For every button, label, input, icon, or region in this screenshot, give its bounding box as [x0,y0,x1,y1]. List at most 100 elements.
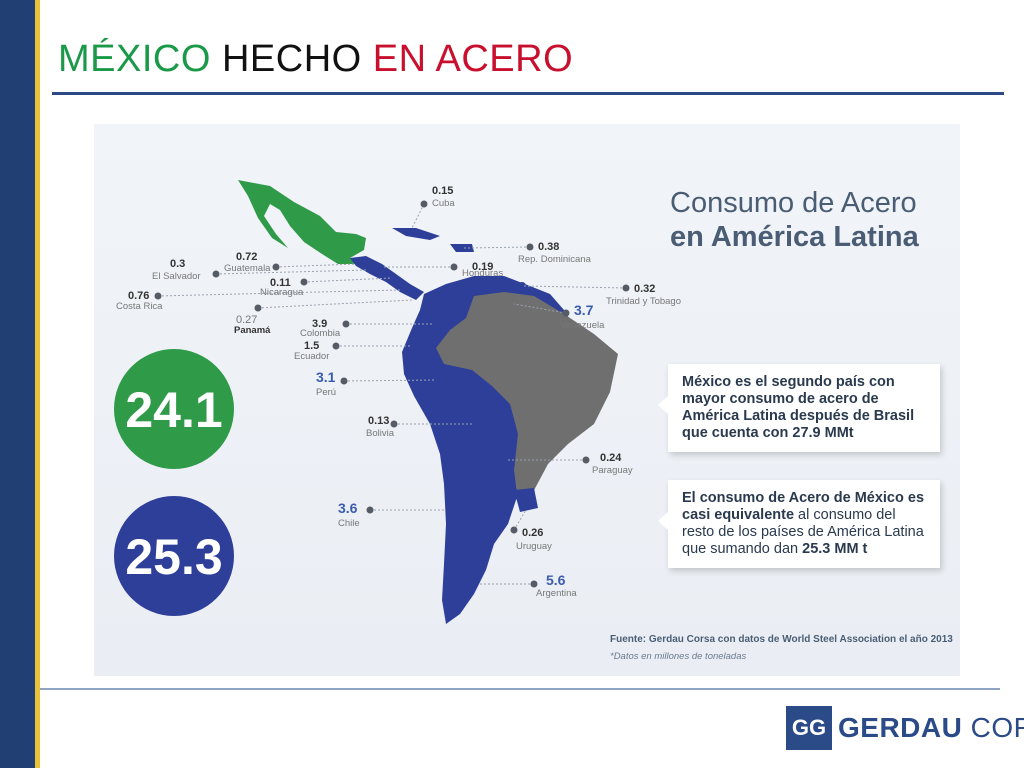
dot-ecuador [332,342,340,350]
slide-title: MÉXICO HECHO EN ACERO [58,36,573,82]
country-panama: Panamá [234,325,271,336]
value-ecuador: 1.5 [304,340,319,352]
dot-peru [340,377,348,385]
value-rep-dominicana: 0.38 [538,241,559,253]
value-guatemala: 0.72 [236,251,257,263]
dot-chile [366,506,374,514]
dot-panama [254,304,262,312]
country-bolivia: Bolivia [366,428,395,439]
infographic-panel: 0.15 Cuba 0.38 Rep. Dominicana 0.3 El Sa… [94,124,960,676]
info-box-pointer [658,396,668,414]
value-cuba: 0.15 [432,185,453,197]
country-peru: Perú [316,387,336,398]
mexico-shape [238,180,366,264]
dot-colombia [342,320,350,328]
country-honduras: Honduras [462,268,503,279]
value-paraguay: 0.24 [600,452,622,464]
country-rep-dominicana: Rep. Dominicana [518,254,592,265]
value-chile: 3.6 [338,500,358,516]
country-nicaragua: Nicaragua [260,287,304,298]
source-note: *Datos en millones de toneladas [610,651,747,662]
brazil-shape [436,292,618,502]
country-paraguay: Paraguay [592,465,633,476]
info-box-2-text: al consumo del resto de los países de Am… [682,507,924,557]
leader-trinidad [523,285,627,289]
title-part-hecho: HECHO [221,38,362,80]
mexico-value: 24.1 [125,382,222,438]
country-ecuador: Ecuador [294,351,329,362]
logo-mark-icon: GG [786,706,832,750]
country-uruguay: Uruguay [516,541,552,552]
value-argentina: 5.6 [546,572,566,588]
leader-el-salvador [215,269,367,275]
info-box-mexico-second: México es el segundo país con mayor cons… [658,364,940,452]
title-part-en-acero: EN ACERO [372,38,574,80]
value-venezuela: 3.7 [574,302,594,318]
heading-line-1: Consumo de Acero [670,187,917,219]
country-chile: Chile [338,518,360,529]
dot-honduras [450,263,458,271]
heading-line-2: en América Latina [670,221,919,253]
dot-argentina [530,580,538,588]
country-costa-rica: Costa Rica [116,301,163,312]
leader-venezuela [513,303,567,314]
leader-peru [343,379,435,382]
leader-cuba [411,203,425,229]
source-text: Fuente: Gerdau Corsa con datos de World … [610,634,953,645]
logo-text-light: CORSA [970,712,1024,743]
dot-bolivia [390,420,398,428]
info-box-1-text: México es el segundo país con mayor cons… [682,374,915,441]
title-part-mexico: MÉXICO [58,38,211,80]
info-box-mexico-equivalent: El consumo de Acero de México es casi eq… [658,480,940,568]
value-peru: 3.1 [316,369,336,385]
panel-heading: Consumo de Acero en América Latina [670,186,919,254]
cuba-shape [392,228,440,240]
leader-panama [257,299,413,309]
dot-venezuela [562,309,570,317]
leader-guatemala [275,263,357,268]
country-venezuela: Venezuela [560,320,605,331]
uruguay-shape [514,488,538,512]
value-uruguay: 0.26 [522,527,543,539]
dot-el-salvador [212,270,220,278]
country-el-salvador: El Salvador [152,271,201,282]
latam-map: 0.15 Cuba 0.38 Rep. Dominicana 0.3 El Sa… [114,180,681,624]
dot-rep-dominicana [526,243,534,251]
country-argentina: Argentina [536,588,577,599]
dot-costa-rica [154,292,162,300]
value-panama: 0.27 [236,314,257,326]
logo-text-bold: GERDAU [838,712,963,743]
value-honduras: 0.19 [472,261,493,273]
value-trinidad: 0.32 [634,283,655,295]
footer-rule [40,688,1000,690]
dot-paraguay [582,456,590,464]
country-guatemala: Guatemala [224,263,271,274]
title-underline [52,92,1004,95]
hispaniola-shape [450,244,474,252]
country-cuba: Cuba [432,198,455,209]
value-bolivia: 0.13 [368,415,389,427]
mexico-value-circle [114,349,234,469]
left-accent-bar [0,0,35,768]
leader-costa-rica [157,289,401,297]
dot-uruguay [510,526,518,534]
dot-trinidad [622,284,630,292]
dot-nicaragua [300,278,308,286]
rest-value: 25.3 [125,529,222,585]
info-box-2-bold-1: El consumo de Acero de México es casi eq… [682,490,925,523]
value-costa-rica: 0.76 [128,290,149,302]
info-box-2-bold-2: 25.3 MM t [802,541,868,557]
info-box-pointer [658,512,668,530]
leader-nicaragua [303,277,393,283]
logo-wordmark: GERDAU CORSA [838,712,1024,744]
central-america-shape [350,256,424,300]
value-el-salvador: 0.3 [170,258,185,270]
country-colombia: Colombia [300,328,341,339]
value-colombia: 3.9 [312,318,327,330]
value-nicaragua: 0.11 [270,277,291,289]
country-trinidad: Trinidad y Tobago [606,296,681,307]
dot-guatemala [272,263,280,271]
dot-cuba [420,200,428,208]
leader-rep-dominicana [463,246,531,249]
rest-value-circle [114,496,234,616]
